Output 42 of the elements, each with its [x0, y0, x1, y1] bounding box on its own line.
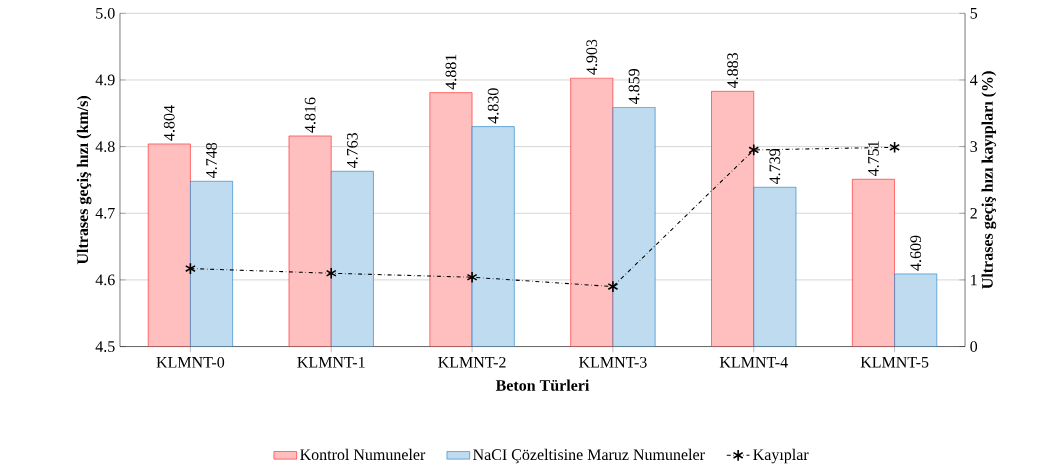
x-tick-label: KLMNT-3	[579, 357, 647, 368]
point	[184, 262, 196, 275]
point	[748, 143, 760, 157]
data-label: 4.883	[727, 53, 739, 89]
x-tick-label: KLMNT-0	[156, 357, 225, 368]
data-label: 4.816	[304, 97, 316, 133]
y2-tick-label: 5	[970, 8, 978, 19]
legend-label: Kontrol Numuneler	[300, 448, 426, 461]
y2-tick-label: 1	[971, 274, 977, 286]
legend-label: Kayıplar	[753, 448, 809, 464]
data-label: 4.804	[163, 105, 175, 141]
data-label: 4.830	[487, 88, 499, 124]
y-tick-label: 4.5	[95, 341, 115, 353]
x-tick-label: KLMNT-5	[860, 357, 929, 368]
x-tick-label: KLMNT-4	[719, 357, 788, 368]
legend-label: NaCI Çözeltisine Maruz Numuneler	[473, 448, 705, 464]
point	[889, 141, 901, 154]
y2-tick-label: 3	[970, 141, 978, 153]
point	[607, 280, 619, 293]
y2-axis-title: Ultrases geçiş hızı kayıpları (%)	[981, 71, 997, 289]
x-tick-label: KLMNT-2	[438, 357, 506, 368]
data-label: 4.609	[910, 235, 922, 271]
data-label: 4.748	[206, 143, 217, 179]
y-tick-label: 4.8	[95, 141, 115, 153]
y-tick-label: 5.0	[96, 7, 115, 19]
x-axis-title: Beton Türleri	[495, 379, 590, 391]
y2-tick-label: 2	[970, 208, 977, 219]
data-label: 4.903	[586, 39, 598, 75]
point	[325, 267, 337, 280]
y2-tick-label: 0	[970, 341, 978, 353]
data-label: 4.763	[346, 133, 358, 169]
y-tick-label: 4.7	[95, 207, 115, 219]
x-tick-label: KLMNT-1	[297, 357, 365, 368]
y-tick-label: 4.6	[95, 274, 115, 286]
data-label: 4.881	[445, 54, 457, 90]
point	[466, 271, 478, 284]
y2-tick-label: 4	[970, 74, 978, 86]
data-label: 4.739	[769, 149, 781, 185]
data-label: 4.751	[868, 141, 879, 177]
y-axis-title: Ultrases geçiş hızı (km/s)	[76, 96, 92, 265]
data-label: 4.859	[628, 69, 640, 105]
y-tick-label: 4.9	[95, 74, 115, 86]
